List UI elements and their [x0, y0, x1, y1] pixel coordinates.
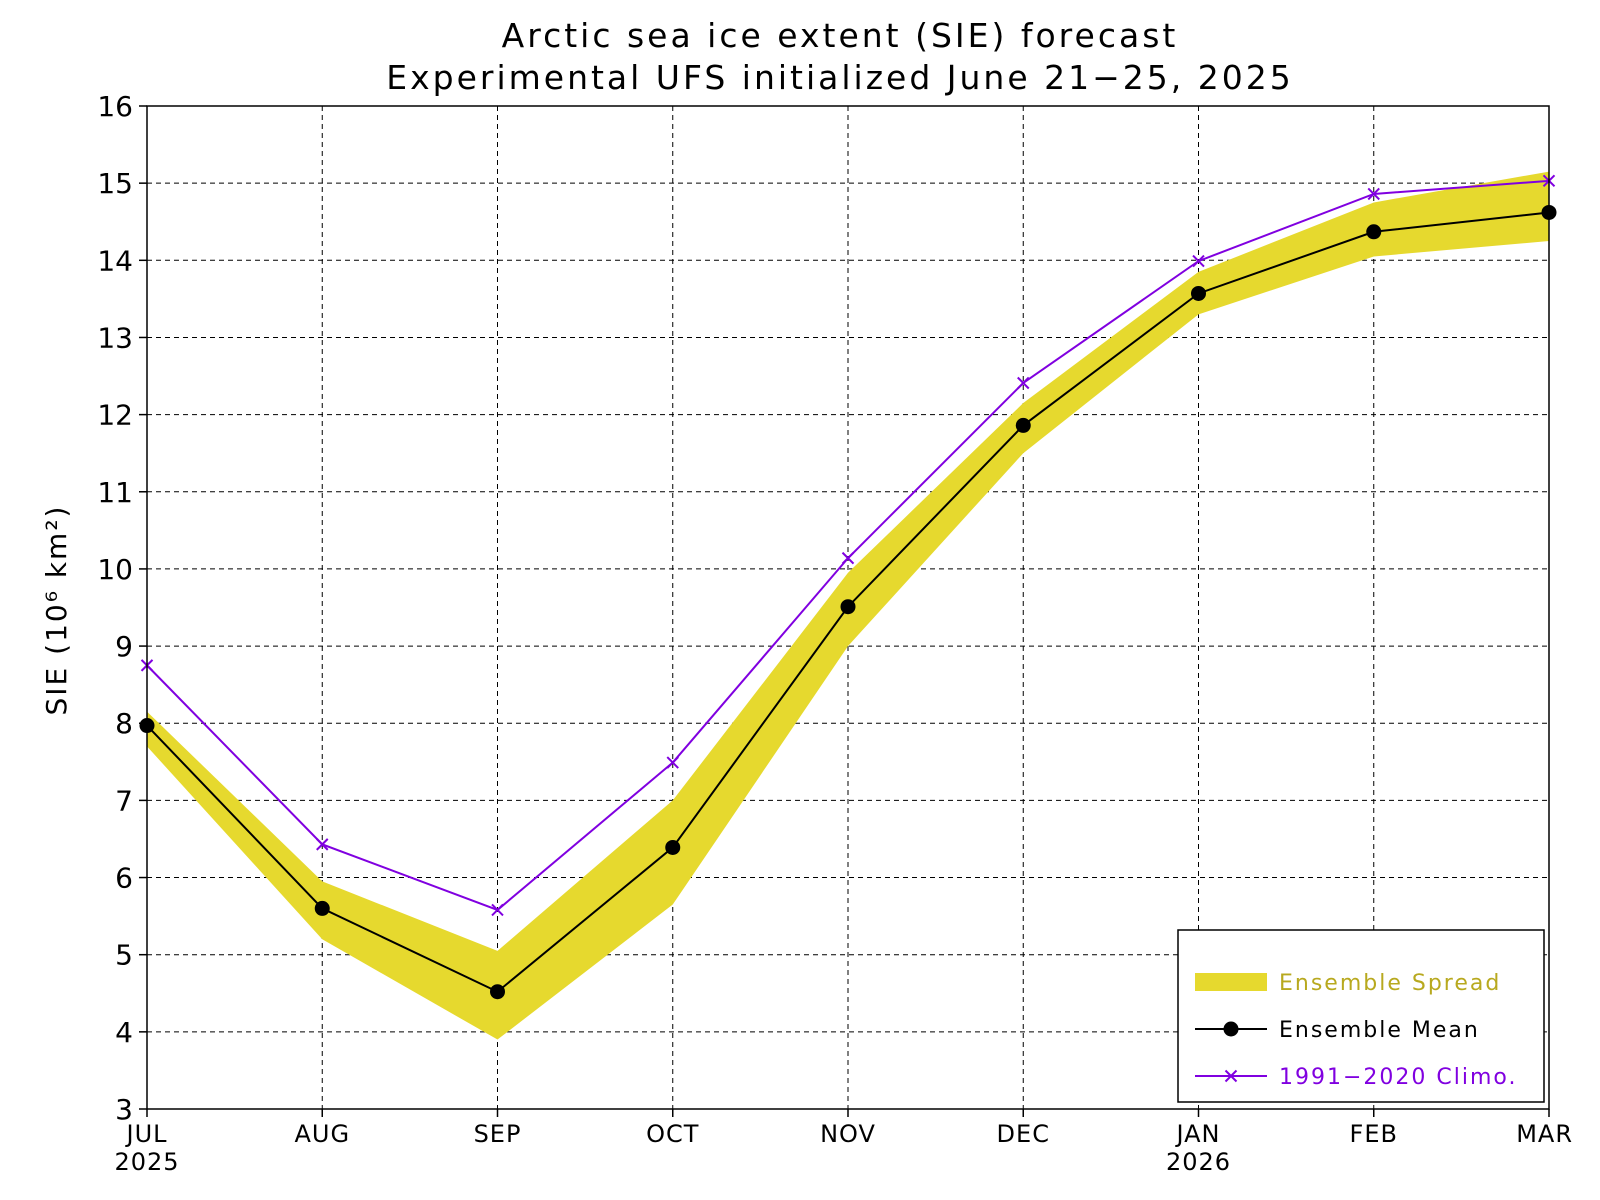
x-year-label: 2026: [1166, 1148, 1231, 1176]
climo-marker: [1367, 187, 1380, 201]
y-axis-label: SIE (10⁶ km²): [40, 505, 73, 716]
x-tick-label: OCT: [646, 1120, 699, 1148]
ensemble-mean-marker: [665, 839, 681, 855]
x-tick-label: SEP: [474, 1120, 522, 1148]
legend-label: Ensemble Spread: [1279, 971, 1501, 996]
x-tick-label: JAN: [1174, 1120, 1220, 1148]
y-tick-label: 12: [97, 399, 133, 432]
legend-label: Ensemble Mean: [1279, 1018, 1480, 1043]
y-tick-label: 16: [97, 90, 133, 123]
y-tick-label: 4: [115, 1016, 133, 1049]
y-tick-label: 7: [115, 784, 133, 817]
ensemble-mean-marker: [1015, 417, 1031, 433]
ensemble-mean-marker: [490, 984, 505, 1000]
y-tick-label: 11: [97, 476, 133, 509]
y-tick-label: 3: [115, 1093, 133, 1126]
y-tick-label: 5: [115, 939, 133, 972]
y-tick-labels: 3 4 5 6 7 8 9 10 11 12 13 14 15 16: [97, 90, 147, 1126]
climo-marker: [491, 903, 504, 917]
x-tick-label: FEB: [1350, 1120, 1398, 1148]
legend-label: 1991−2020 Climo.: [1279, 1065, 1518, 1090]
ensemble-mean-marker: [840, 599, 856, 615]
ensemble-mean-marker: [1366, 224, 1382, 240]
x-year-label: 2025: [114, 1148, 179, 1176]
climo-marker: [841, 551, 855, 565]
ensemble-mean-marker: [1191, 285, 1206, 301]
legend-swatch-spread: [1195, 973, 1267, 991]
x-tick-label: DEC: [997, 1120, 1050, 1148]
legend-box: [1177, 929, 1545, 1103]
series-layer: [139, 174, 1557, 1000]
legend-marker-mean: [1223, 1021, 1239, 1037]
x-tick-label: NOV: [820, 1120, 876, 1148]
legend: Ensemble Spread Ensemble Mean 1991−2020 Cl…: [1177, 929, 1545, 1103]
climo-marker: [316, 838, 329, 851]
climo-marker: [1017, 376, 1030, 390]
ensemble-mean-marker: [314, 900, 330, 916]
climo-marker: [666, 756, 679, 769]
chart-subtitle: Experimental UFS initialized June 21−25,…: [386, 58, 1293, 97]
legend-marker-climo: [1224, 1069, 1238, 1083]
y-tick-label: 6: [115, 862, 133, 895]
y-tick-label: 10: [97, 553, 133, 586]
x-tick-label: JUL: [124, 1120, 167, 1148]
x-tick-label: MAR: [1516, 1120, 1573, 1148]
climo-marker: [1192, 254, 1205, 268]
y-tick-label: 13: [97, 321, 133, 354]
chart-title: Arctic sea ice extent (SIE) forecast: [502, 16, 1179, 55]
y-tick-label: 8: [115, 707, 133, 740]
x-tick-label: AUG: [294, 1120, 350, 1148]
y-tick-label: 9: [115, 630, 133, 663]
y-tick-label: 14: [97, 244, 133, 277]
y-tick-label: 15: [97, 167, 133, 200]
